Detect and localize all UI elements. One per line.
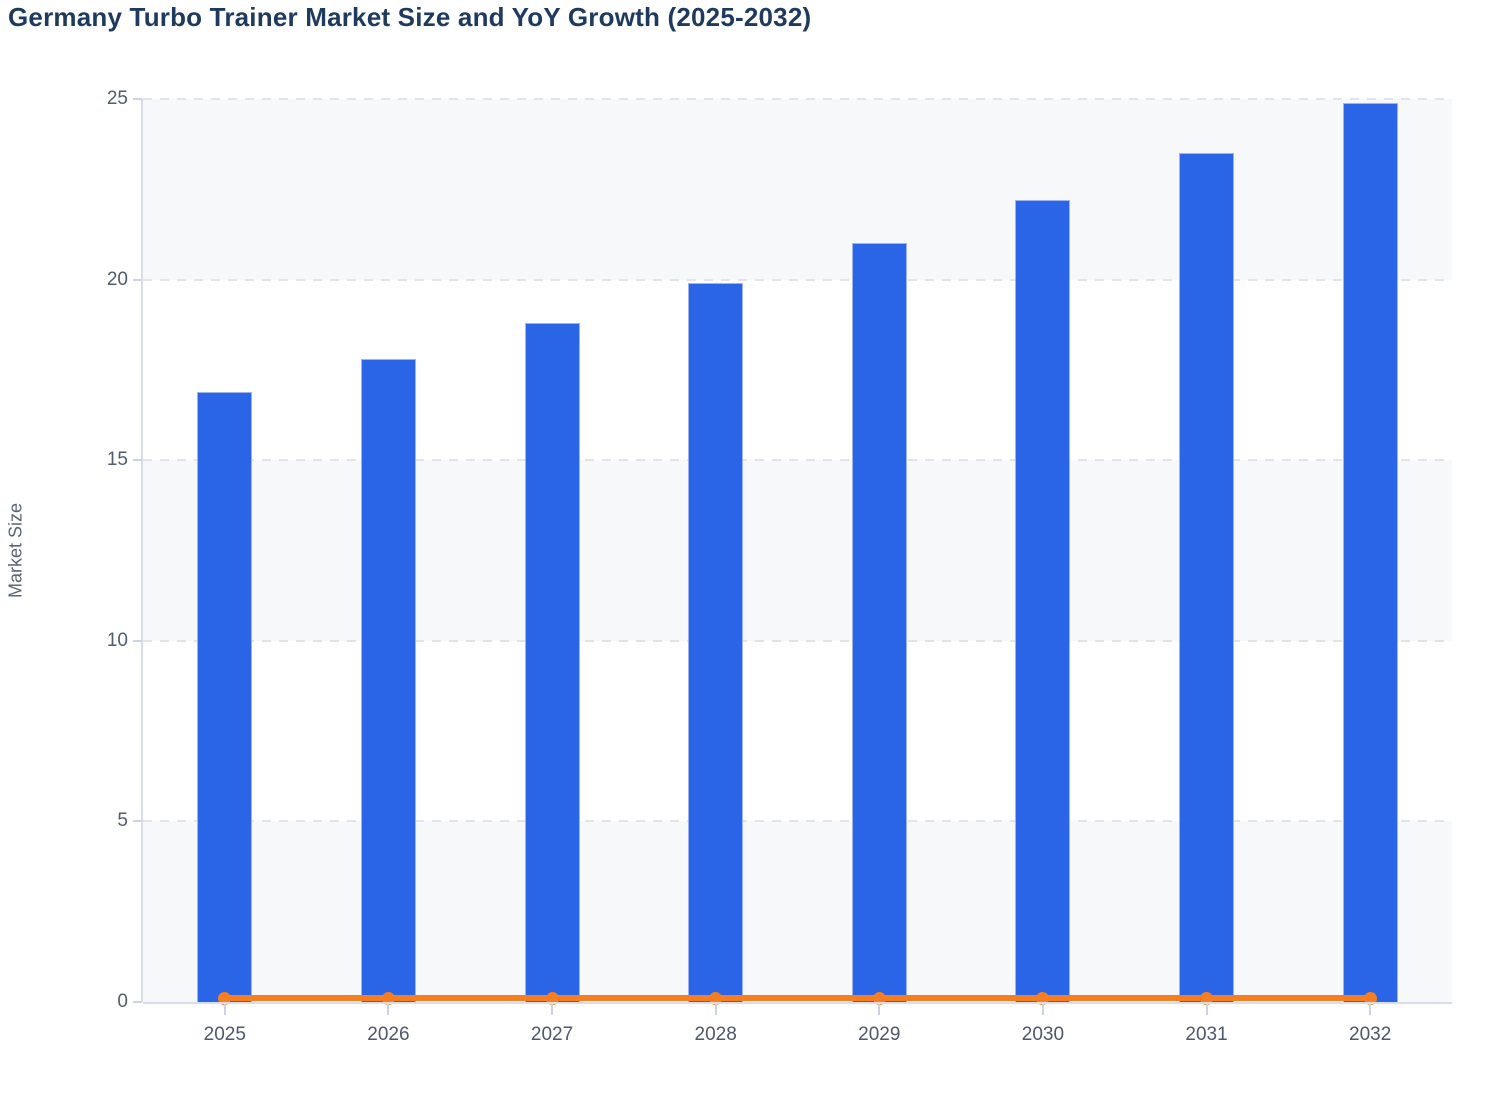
x-axis-line [143, 1002, 1452, 1004]
xtick-label-2025: 2025 [203, 1024, 246, 1045]
bar-2032 [1342, 102, 1398, 1002]
xtick-mark-2030 [1041, 1004, 1044, 1015]
xtick-mark-2032 [1369, 1004, 1372, 1015]
yoy-marker-2030 [1036, 991, 1050, 1005]
ytick-label-20: 20 [106, 268, 128, 290]
xtick-label-2029: 2029 [858, 1024, 901, 1045]
ytick-label-5: 5 [117, 810, 128, 832]
yoy-marker-2026 [381, 991, 395, 1005]
xtick-mark-2028 [714, 1004, 717, 1015]
xtick-mark-2027 [551, 1004, 554, 1015]
bar-2025 [197, 391, 253, 1002]
yoy-marker-2028 [709, 991, 723, 1005]
xtick-label-2030: 2030 [1021, 1024, 1065, 1045]
plot-area [143, 98, 1452, 1005]
yoy-growth-line [224, 995, 1371, 1002]
bar-2027 [524, 322, 580, 1002]
xtick-label-2031: 2031 [1185, 1024, 1228, 1045]
ytick-mark-15 [133, 459, 142, 462]
plot-band-20-25 [143, 99, 1452, 280]
xtick-label-2032: 2032 [1349, 1024, 1392, 1045]
gridline-5 [143, 820, 1452, 823]
ytick-mark-25 [133, 98, 142, 100]
gridline-25 [143, 98, 1452, 100]
ytick-mark-20 [133, 278, 142, 281]
xtick-mark-2031 [1205, 1004, 1208, 1015]
ytick-mark-10 [133, 639, 142, 642]
ytick-label-25: 25 [106, 88, 128, 109]
bar-2030 [1015, 200, 1071, 1002]
bar-2026 [360, 359, 416, 1002]
xtick-mark-2025 [223, 1004, 226, 1015]
xtick-mark-2029 [878, 1004, 881, 1015]
gridline-15 [143, 459, 1452, 462]
gridline-20 [143, 278, 1452, 281]
xtick-mark-2026 [387, 1004, 390, 1015]
bar-2028 [688, 283, 744, 1002]
bar-2031 [1179, 153, 1235, 1002]
ytick-mark-5 [133, 820, 142, 823]
plot-band-10-15 [143, 460, 1452, 641]
xtick-label-2028: 2028 [694, 1024, 737, 1045]
ytick-label-10: 10 [106, 629, 128, 651]
ytick-mark-0 [133, 1001, 142, 1003]
yoy-marker-2031 [1200, 991, 1214, 1005]
yoy-marker-2029 [872, 991, 886, 1005]
yoy-marker-2027 [545, 991, 559, 1005]
bar-2029 [851, 243, 907, 1002]
xtick-label-2027: 2027 [530, 1024, 574, 1045]
chart-title: Germany Turbo Trainer Market Size and Yo… [8, 2, 812, 32]
plot-band-0-5 [143, 821, 1452, 1002]
y-axis-line [141, 99, 143, 1002]
gridline-10 [143, 639, 1452, 642]
ytick-label-15: 15 [106, 449, 128, 471]
ytick-label-0: 0 [117, 991, 128, 1012]
xtick-label-2026: 2026 [367, 1024, 410, 1045]
yoy-marker-2032 [1363, 991, 1377, 1005]
yoy-marker-2025 [218, 991, 232, 1005]
